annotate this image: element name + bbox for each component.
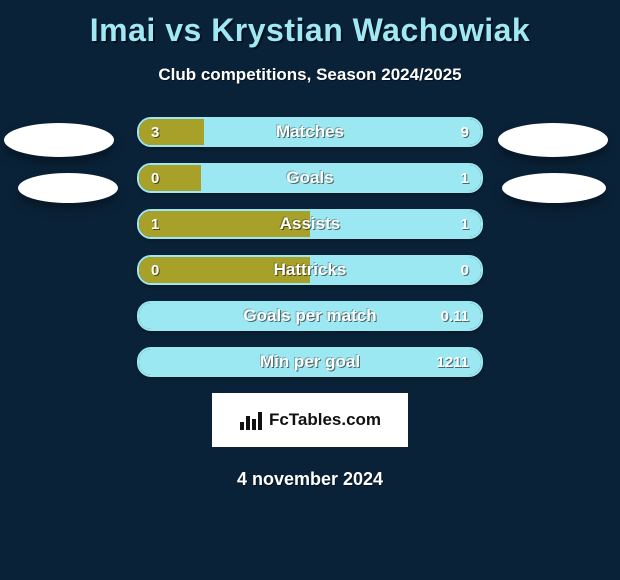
stat-fill-left	[139, 211, 310, 237]
stat-row: 00Hattricks	[137, 255, 483, 285]
brand-chart-icon	[239, 410, 263, 430]
stat-fill-right	[204, 119, 481, 145]
stat-fill-left	[139, 119, 204, 145]
stat-fill-right	[201, 165, 481, 191]
player-left-avatar-2	[18, 173, 118, 203]
stat-fill-right	[310, 211, 481, 237]
stat-row: 0.11Goals per match	[137, 301, 483, 331]
stat-row: 1211Min per goal	[137, 347, 483, 377]
stat-row: 01Goals	[137, 163, 483, 193]
player-left-avatar-1	[4, 123, 114, 157]
stat-fill-right	[310, 257, 481, 283]
subtitle: Club competitions, Season 2024/2025	[0, 65, 620, 85]
page-title: Imai vs Krystian Wachowiak	[0, 0, 620, 49]
stat-row: 39Matches	[137, 117, 483, 147]
player-right-avatar-2	[502, 173, 606, 203]
brand-badge: FcTables.com	[212, 393, 408, 447]
comparison-area: 39Matches 01Goals 11Assists 00Hattricks 0.11…	[0, 117, 620, 377]
stat-fill-right	[139, 303, 481, 329]
brand-text: FcTables.com	[269, 410, 381, 430]
date-text: 4 november 2024	[0, 469, 620, 490]
player-right-avatar-1	[498, 123, 608, 157]
stat-row: 11Assists	[137, 209, 483, 239]
stat-fill-left	[139, 165, 201, 191]
stat-fill-right	[139, 349, 481, 375]
stat-fill-left	[139, 257, 310, 283]
stat-bars: 39Matches 01Goals 11Assists 00Hattricks 0.11…	[137, 117, 483, 377]
